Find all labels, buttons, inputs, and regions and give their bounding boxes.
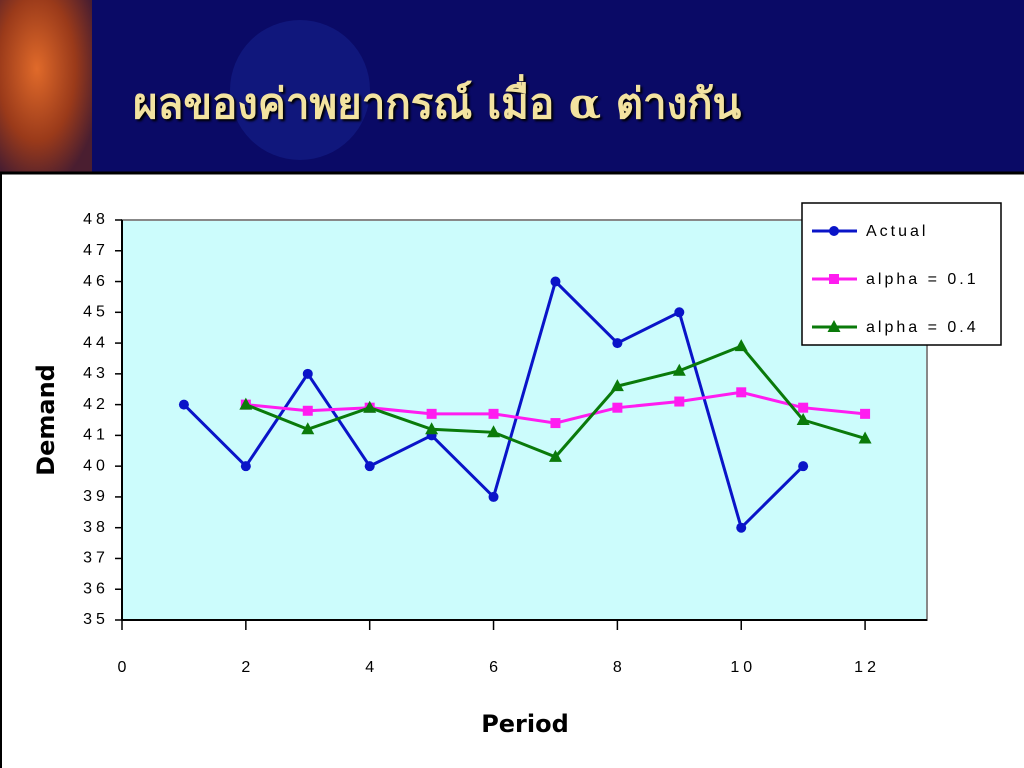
marker — [858, 431, 872, 444]
y-tick-label: 38 — [83, 519, 109, 536]
y-tick-label: 35 — [83, 611, 109, 628]
marker — [487, 425, 501, 438]
y-tick-label: 36 — [83, 580, 109, 597]
marker — [860, 408, 871, 419]
marker — [736, 387, 747, 398]
x-tick-label: 8 — [613, 659, 626, 676]
marker — [610, 379, 624, 392]
y-tick-label: 46 — [83, 273, 109, 290]
marker — [798, 461, 809, 472]
marker — [798, 402, 809, 413]
marker — [488, 491, 499, 502]
marker — [550, 418, 561, 429]
marker — [827, 320, 841, 332]
marker — [674, 396, 685, 407]
legend-label: Actual — [866, 223, 928, 240]
header-background — [0, 0, 1024, 172]
marker — [548, 449, 562, 462]
x-tick-label: 2 — [241, 659, 254, 676]
x-tick-label: 12 — [854, 659, 880, 676]
marker — [240, 461, 251, 472]
slide-title: ผลของค่าพยากรณ์ เมื่อ α ต่างกัน — [133, 74, 742, 128]
y-tick-label: 41 — [83, 427, 109, 444]
marker — [364, 461, 375, 472]
y-tick-label: 43 — [83, 365, 109, 382]
marker — [488, 408, 499, 419]
marker — [239, 397, 253, 410]
marker — [612, 338, 623, 349]
marker — [612, 402, 623, 413]
marker — [302, 368, 313, 379]
marker — [550, 276, 561, 287]
marker — [672, 363, 686, 376]
x-tick-label: 0 — [118, 659, 131, 676]
marker — [425, 422, 439, 435]
y-tick-label: 47 — [83, 242, 109, 259]
y-tick-label: 40 — [83, 457, 109, 474]
marker — [829, 274, 839, 284]
marker — [302, 405, 313, 416]
marker — [674, 307, 685, 318]
y-tick-label: 37 — [83, 550, 109, 567]
x-axis-title: Period — [481, 710, 569, 738]
marker — [796, 413, 810, 425]
marker — [363, 400, 377, 413]
y-tick-label: 48 — [83, 211, 109, 228]
marker — [178, 399, 189, 410]
x-tick-label: 10 — [730, 659, 756, 676]
marker — [736, 522, 747, 533]
legend-label: alpha = 0.1 — [866, 271, 979, 288]
legend-label: alpha = 0.4 — [866, 319, 979, 336]
header-decoration — [230, 20, 370, 160]
marker — [734, 339, 748, 352]
y-tick-label: 45 — [83, 304, 109, 321]
marker — [426, 408, 437, 419]
plot-area — [121, 219, 928, 621]
y-tick-label: 44 — [83, 334, 109, 351]
x-tick-label: 4 — [365, 659, 378, 676]
x-tick-label: 6 — [489, 659, 502, 676]
marker — [301, 422, 315, 435]
y-tick-label: 42 — [83, 396, 109, 413]
gear-image — [0, 0, 92, 172]
y-axis-title: Demand — [32, 364, 60, 476]
y-tick-label: 39 — [83, 488, 109, 505]
marker — [829, 226, 839, 236]
